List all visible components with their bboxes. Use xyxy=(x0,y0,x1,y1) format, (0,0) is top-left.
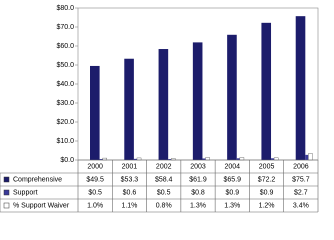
table-cell: $0.9 xyxy=(260,189,274,196)
table-cell: $53.3 xyxy=(121,176,139,183)
x-tick-label: 2001 xyxy=(122,163,138,170)
bar xyxy=(295,16,306,161)
legend-swatch xyxy=(3,176,10,183)
bar xyxy=(192,42,203,160)
table-cell: $0.8 xyxy=(191,189,205,196)
legend-swatch xyxy=(3,202,10,209)
y-tick-label: $20.0 xyxy=(56,119,74,126)
legend-swatch xyxy=(3,189,10,196)
table-cell: 1.2% xyxy=(259,202,275,209)
bar xyxy=(90,65,100,160)
bar xyxy=(133,158,137,160)
x-tick-label: 2006 xyxy=(293,163,309,170)
chart: $0.0 $10.0 $20.0 $30.0 $40.0 $50.0 $60.0 $70.0 $… xyxy=(0,5,319,213)
table-cell: 1.0% xyxy=(87,202,103,209)
bar xyxy=(273,157,279,161)
x-tick-label: 2005 xyxy=(259,163,275,170)
table-cell: $2.7 xyxy=(294,189,308,196)
legend-label: Support xyxy=(13,189,38,196)
bar xyxy=(227,34,237,160)
y-tick-label: $70.0 xyxy=(56,24,74,31)
table-cell: $72.2 xyxy=(258,176,276,183)
bar xyxy=(158,49,169,160)
bar xyxy=(239,157,245,161)
bar xyxy=(261,22,272,160)
x-tick-label: 2004 xyxy=(224,163,240,170)
bar xyxy=(305,154,309,160)
y-tick-label: $10.0 xyxy=(56,138,74,145)
y-tick-label: $60.0 xyxy=(56,43,74,50)
table-cell: 3.4% xyxy=(293,202,309,209)
table-cell: $0.6 xyxy=(123,189,137,196)
table-cell: $75.7 xyxy=(292,176,310,183)
x-tick-label: 2002 xyxy=(156,163,172,170)
legend-label: Comprehensive xyxy=(13,176,62,183)
table-cell: $49.5 xyxy=(86,176,104,183)
bar xyxy=(168,159,172,160)
y-tick-label: $50.0 xyxy=(56,62,74,69)
bar xyxy=(236,158,240,160)
bar xyxy=(271,158,275,160)
y-tick-label: $80.0 xyxy=(56,5,74,12)
y-tick-label: $40.0 xyxy=(56,81,74,88)
table-cell: $65.9 xyxy=(224,176,242,183)
bar xyxy=(202,158,206,160)
table-cell: $58.4 xyxy=(155,176,173,183)
bar xyxy=(205,157,210,161)
table-cell: 1.3% xyxy=(224,202,240,209)
table-cell: 1.1% xyxy=(121,202,137,209)
table-cell: $61.9 xyxy=(189,176,207,183)
x-tick-label: 2003 xyxy=(190,163,206,170)
y-tick-label: $0.0 xyxy=(60,157,74,164)
x-tick-label: 2000 xyxy=(87,163,103,170)
bar xyxy=(136,157,142,161)
bar xyxy=(124,58,134,161)
table-cell: 1.3% xyxy=(190,202,206,209)
legend-label: % Support Waiver xyxy=(13,202,70,209)
y-tick-label: $30.0 xyxy=(56,100,74,107)
table-cell: 0.8% xyxy=(156,202,172,209)
table-cell: $0.9 xyxy=(225,189,239,196)
bar xyxy=(308,153,313,161)
table-cell: $0.5 xyxy=(157,189,171,196)
bar xyxy=(99,159,103,160)
table-cell: $0.5 xyxy=(88,189,102,196)
